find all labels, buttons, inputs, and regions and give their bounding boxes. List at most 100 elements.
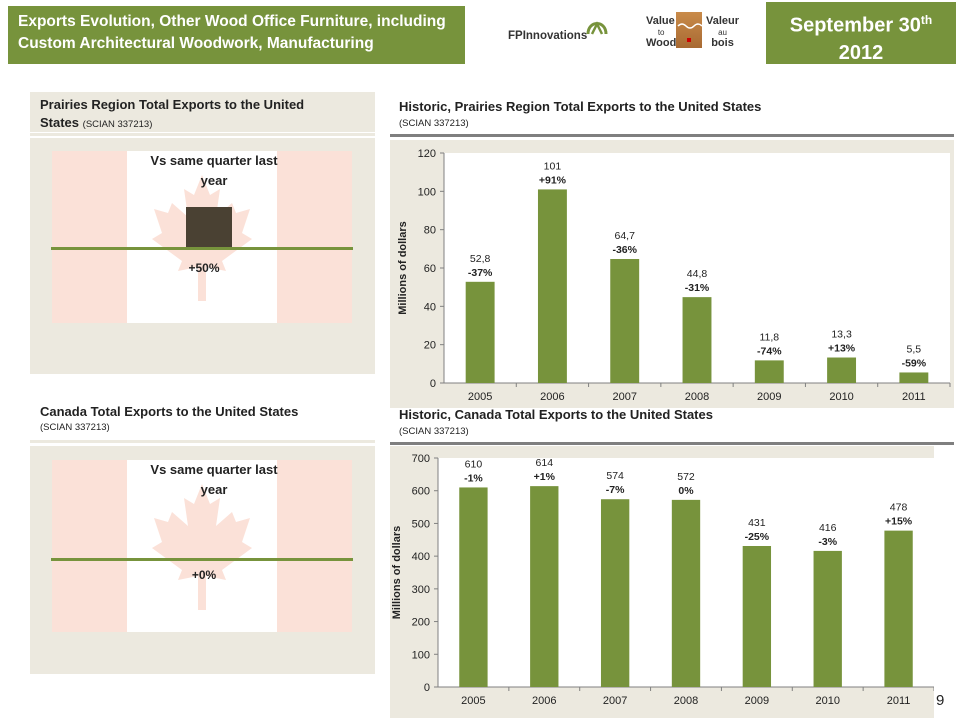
y-tick-label: 80 (424, 225, 436, 237)
canada-vs-label: Vs same quarter last year (134, 460, 294, 500)
data-change-label: +15% (885, 516, 913, 528)
bar-2008 (682, 297, 712, 383)
bar-2006 (530, 486, 559, 687)
date-main: September 30 (789, 14, 921, 37)
y-tick-label: 0 (424, 682, 430, 694)
bar-2010 (813, 550, 842, 687)
prairies-title-line2: States (40, 115, 80, 130)
y-tick-label: 500 (412, 518, 430, 530)
data-value-label: 11,8 (759, 331, 779, 343)
y-tick-label: 20 (424, 340, 436, 352)
bar-2006 (537, 189, 567, 383)
prairies-vs-line2: year (200, 173, 228, 188)
data-change-label: -1% (464, 472, 483, 484)
x-tick-label: 2005 (461, 695, 485, 707)
bar-2007 (610, 258, 640, 383)
bar-2005 (459, 487, 488, 687)
x-tick-label: 2008 (674, 695, 698, 707)
x-tick-label: 2006 (532, 695, 556, 707)
y-tick-label: 0 (430, 378, 436, 390)
y-tick-label: 200 (412, 617, 430, 629)
x-tick-label: 2007 (603, 695, 627, 707)
data-change-label: -25% (745, 531, 770, 543)
data-value-label: 52,8 (470, 253, 491, 265)
data-change-label: -36% (612, 244, 637, 256)
prairies-history-chart: 0 20 40 60 80 100 120 Millions of dollars 2005 52… (397, 148, 951, 403)
bar-2011 (899, 372, 929, 383)
y-tick-label: 600 (412, 486, 430, 498)
chart1-subtitle: (SCIAN 337213) (399, 118, 469, 129)
data-value-label: 5,5 (907, 343, 922, 355)
x-tick-label: 2009 (745, 695, 769, 707)
canada-flag: Vs same quarter last year +50% (51, 151, 353, 323)
data-value-label: 478 (890, 502, 908, 514)
prairies-title-band (30, 92, 375, 132)
prairies-baseline (51, 247, 353, 250)
prairies-change-bar (186, 207, 232, 248)
data-value-label: 416 (819, 522, 837, 534)
vtw-mid: to (657, 28, 665, 37)
chart2-title: Historic, Canada Total Exports to the Un… (399, 407, 713, 422)
chart1-title-underline (390, 134, 954, 137)
prairies-code: (SCIAN 337213) (82, 119, 153, 130)
canada-flag-panel: Vs same quarter last year +0% (30, 446, 375, 674)
canada-flag: Vs same quarter last year +0% (51, 460, 353, 632)
flag-right-band (277, 151, 352, 323)
x-tick-label: 2005 (468, 391, 492, 403)
wood-grain-icon (676, 12, 703, 48)
data-value-label: 614 (536, 457, 554, 469)
data-change-label: -31% (685, 282, 710, 294)
logo-area: FPInnovations Value to Wood Valeur au bo… (508, 10, 748, 60)
bar-2009 (754, 360, 784, 383)
data-value-label: 64,7 (614, 230, 635, 242)
data-change-label: 0% (678, 485, 694, 497)
data-change-label: -7% (606, 484, 625, 496)
chart1-title: Historic, Prairies Region Total Exports … (399, 99, 762, 114)
y-tick-label: 40 (424, 301, 436, 313)
data-value-label: 572 (677, 471, 695, 483)
page-number: 9 (936, 692, 945, 709)
prairies-title-line1: Prairies Region Total Exports to the Uni… (40, 97, 305, 112)
report-date: September 30th 2012 (766, 2, 956, 64)
prairies-vs-line1: Vs same quarter last (150, 153, 278, 168)
flag-right-band (277, 460, 352, 632)
data-change-label: +91% (539, 174, 567, 186)
data-change-label: -59% (902, 357, 927, 369)
canada-code: (SCIAN 337213) (40, 422, 110, 433)
fpinnovations-logo: FPInnovations (508, 30, 588, 42)
canada-history-chart: 0 100 200 300 400 500 600 700 Millions of dollar… (391, 453, 934, 707)
x-tick-label: 2011 (887, 695, 911, 707)
x-tick-label: 2006 (540, 391, 564, 403)
valeur-au-bois-logo: Valeur au bois (706, 16, 739, 49)
x-tick-label: 2008 (685, 391, 709, 403)
y-tick-label: 60 (424, 263, 436, 275)
flag-left-band (52, 460, 127, 632)
data-value-label: 610 (465, 458, 483, 470)
vtw-top: Value (646, 15, 675, 27)
data-change-label: -74% (757, 345, 782, 357)
x-tick-label: 2007 (612, 391, 636, 403)
data-value-label: 431 (748, 517, 766, 529)
data-change-label: -3% (818, 536, 837, 548)
prairies-change-label: +50% (188, 261, 220, 275)
data-change-label: +13% (828, 343, 856, 355)
canada-title: Canada Total Exports to the United State… (40, 404, 299, 419)
canada-change-label: +0% (191, 568, 217, 582)
canada-baseline (51, 558, 353, 561)
vab-top: Valeur (706, 15, 740, 27)
x-tick-label: 2010 (829, 391, 853, 403)
vab-mid: au (718, 28, 727, 37)
maple-leaf-icon (152, 484, 252, 610)
prairies-flag-panel: Vs same quarter last year +50% (30, 138, 375, 374)
y-axis-label: Millions of dollars (391, 526, 403, 620)
data-change-label: +1% (534, 471, 556, 483)
y-tick-label: 120 (418, 148, 436, 160)
y-tick-label: 400 (412, 551, 430, 563)
data-value-label: 44,8 (687, 268, 708, 280)
vab-bot: bois (711, 37, 734, 49)
prairies-panel-title: Prairies Region Total Exports to the Uni… (40, 96, 370, 134)
maple-leaf-mini-icon (677, 23, 703, 42)
chart2-title-underline (390, 442, 954, 445)
chart2-subtitle: (SCIAN 337213) (399, 426, 469, 437)
bar-2007 (600, 499, 630, 687)
